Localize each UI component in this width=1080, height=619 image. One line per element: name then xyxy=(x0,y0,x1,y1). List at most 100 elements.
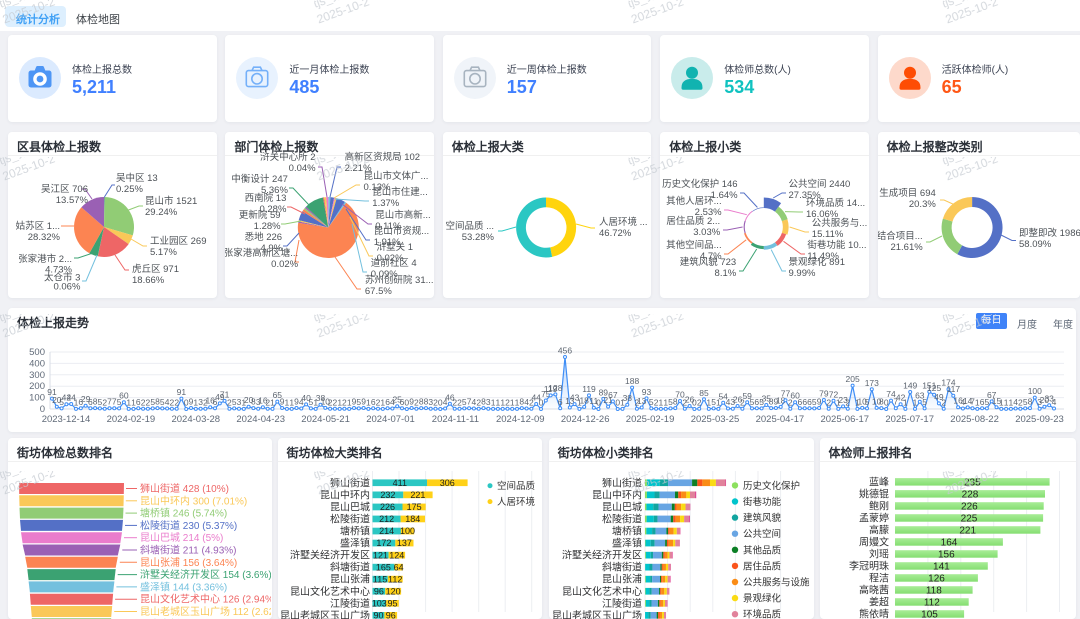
svg-text:164: 164 xyxy=(940,537,957,548)
svg-text:周嫚文: 周嫚文 xyxy=(859,535,889,548)
svg-text:226: 226 xyxy=(961,501,978,512)
svg-text:96: 96 xyxy=(385,611,395,619)
svg-text:其他空间品...: 其他空间品... xyxy=(666,239,721,251)
svg-text:172: 172 xyxy=(376,538,391,548)
svg-text:狮山街道: 狮山街道 xyxy=(330,476,370,489)
svg-text:姑苏区 1...: 姑苏区 1... xyxy=(16,220,60,232)
svg-text:95: 95 xyxy=(387,599,397,609)
svg-text:2025-04-17: 2025-04-17 xyxy=(756,414,805,425)
svg-text:306: 306 xyxy=(439,478,454,488)
svg-text:昆山文化艺术中心 126 (2.94%): 昆山文化艺术中心 126 (2.94%) xyxy=(140,593,271,606)
svg-text:居住品质 2...: 居住品质 2... xyxy=(667,215,721,227)
svg-text:盛泽镇: 盛泽镇 xyxy=(340,537,370,550)
svg-text:93: 93 xyxy=(642,387,652,397)
svg-text:4.73%: 4.73% xyxy=(45,265,72,276)
svg-text:67.5%: 67.5% xyxy=(365,286,392,297)
svg-text:184: 184 xyxy=(405,514,420,524)
svg-text:1.37%: 1.37% xyxy=(373,198,400,209)
svg-text:0.06%: 0.06% xyxy=(53,282,80,293)
svg-text:173: 173 xyxy=(865,378,879,388)
svg-text:昆山老城区玉山广场: 昆山老城区玉山广场 xyxy=(552,609,642,619)
svg-text:8.1%: 8.1% xyxy=(715,268,737,279)
svg-text:昆山张浦 156 (3.64%): 昆山张浦 156 (3.64%) xyxy=(140,556,237,569)
svg-text:公共服务与...: 公共服务与... xyxy=(812,217,867,229)
svg-text:昆山文化艺术中心: 昆山文化艺术中心 xyxy=(562,585,642,598)
svg-text:115: 115 xyxy=(373,574,387,584)
svg-text:昆山市高新...: 昆山市高新... xyxy=(376,209,431,221)
svg-text:蓝峰: 蓝峰 xyxy=(869,476,889,488)
svg-text:2024-07-01: 2024-07-01 xyxy=(366,414,415,425)
svg-text:建筑风貌 723: 建筑风貌 723 xyxy=(680,256,737,268)
svg-text:塘桥镇: 塘桥镇 xyxy=(612,525,642,538)
svg-text:235: 235 xyxy=(963,477,980,488)
svg-text:昆山中环内: 昆山中环内 xyxy=(592,488,642,501)
svg-text:21.61%: 21.61% xyxy=(890,242,923,253)
svg-text:117: 117 xyxy=(947,384,961,394)
svg-text:街巷功能 10...: 街巷功能 10... xyxy=(808,239,867,251)
svg-text:张家港市 2...: 张家港市 2... xyxy=(18,253,72,265)
svg-text:高晓茜: 高晓茜 xyxy=(859,583,889,596)
svg-text:刘瑶: 刘瑶 xyxy=(869,548,889,560)
svg-text:道前社区 4: 道前社区 4 xyxy=(371,257,417,269)
svg-text:118: 118 xyxy=(925,585,941,596)
svg-text:其他人居环...: 其他人居环... xyxy=(666,195,721,207)
svg-text:225: 225 xyxy=(960,513,977,524)
svg-text:2025-07-17: 2025-07-17 xyxy=(885,414,934,425)
svg-text:2024-03-28: 2024-03-28 xyxy=(171,414,220,425)
svg-text:214: 214 xyxy=(379,526,394,536)
svg-text:斜塘街道: 斜塘街道 xyxy=(602,561,642,574)
svg-text:90: 90 xyxy=(373,611,383,619)
svg-text:38: 38 xyxy=(623,393,633,403)
svg-text:126: 126 xyxy=(928,573,945,584)
svg-text:29.24%: 29.24% xyxy=(145,207,178,218)
svg-text:环境品质 14...: 环境品质 14... xyxy=(806,197,865,209)
svg-text:53.28%: 53.28% xyxy=(462,232,495,243)
svg-text:盛泽镇 144 (3.36%): 盛泽镇 144 (3.36%) xyxy=(140,580,227,593)
svg-text:103: 103 xyxy=(371,599,386,609)
svg-text:狮山街道 428 (10%): 狮山街道 428 (10%) xyxy=(140,482,229,495)
svg-text:苏州创研院 31...: 苏州创研院 31... xyxy=(365,274,433,286)
svg-text:人居环境: 人居环境 xyxy=(497,496,536,508)
svg-text:塘桥镇: 塘桥镇 xyxy=(340,525,370,538)
svg-text:昆山老城区玉山广场: 昆山老城区玉山广场 xyxy=(280,609,370,619)
svg-text:124: 124 xyxy=(389,550,404,560)
svg-text:结合项目...: 结合项目... xyxy=(878,230,923,242)
svg-text:斜塘街道: 斜塘街道 xyxy=(330,561,370,574)
svg-text:建筑风貌: 建筑风貌 xyxy=(743,512,782,524)
svg-text:松陵街道 230 (5.37%): 松陵街道 230 (5.37%) xyxy=(140,519,237,532)
svg-text:2024-05-21: 2024-05-21 xyxy=(301,414,350,425)
svg-text:0.04%: 0.04% xyxy=(289,163,316,174)
svg-text:18.66%: 18.66% xyxy=(132,275,165,286)
svg-text:128: 128 xyxy=(548,383,562,393)
svg-text:江陵街道: 江陵街道 xyxy=(602,597,642,610)
svg-text:张家港高新区塘...: 张家港高新区塘... xyxy=(225,247,298,259)
svg-text:0.25%: 0.25% xyxy=(116,184,143,195)
svg-text:228: 228 xyxy=(961,489,978,500)
svg-text:149: 149 xyxy=(903,381,917,391)
svg-text:2023-12-14: 2023-12-14 xyxy=(42,414,91,425)
svg-text:昆山巴城: 昆山巴城 xyxy=(602,501,642,513)
svg-text:昆山张浦: 昆山张浦 xyxy=(602,573,642,586)
svg-text:昆山市文体广...: 昆山市文体广... xyxy=(364,170,429,182)
svg-text:景观绿化: 景观绿化 xyxy=(743,593,782,605)
svg-text:昆山张浦: 昆山张浦 xyxy=(330,573,370,586)
svg-text:188: 188 xyxy=(625,376,639,386)
svg-text:环境品质: 环境品质 xyxy=(743,609,782,619)
svg-text:江陵街道: 江陵街道 xyxy=(330,597,370,610)
svg-text:工业园区 269: 工业园区 269 xyxy=(150,236,207,247)
svg-text:浒关中心所 2: 浒关中心所 2 xyxy=(261,151,316,163)
svg-text:昆山市住建...: 昆山市住建... xyxy=(373,186,428,198)
svg-text:15.11%: 15.11% xyxy=(812,229,844,240)
svg-text:200: 200 xyxy=(29,381,45,392)
svg-text:1.28%: 1.28% xyxy=(254,221,281,232)
svg-text:100: 100 xyxy=(29,393,45,404)
svg-text:孟蒙婷: 孟蒙婷 xyxy=(859,511,889,524)
svg-text:狮山街道: 狮山街道 xyxy=(602,476,642,489)
svg-text:即整即改 1986: 即整即改 1986 xyxy=(1019,227,1080,239)
svg-text:4: 4 xyxy=(1052,397,1057,407)
svg-text:2025-06-17: 2025-06-17 xyxy=(820,414,869,425)
svg-text:2: 2 xyxy=(845,397,850,407)
svg-text:李冠明珠: 李冠明珠 xyxy=(849,559,889,572)
svg-text:2: 2 xyxy=(697,397,702,407)
svg-text:2024-12-26: 2024-12-26 xyxy=(561,414,610,425)
